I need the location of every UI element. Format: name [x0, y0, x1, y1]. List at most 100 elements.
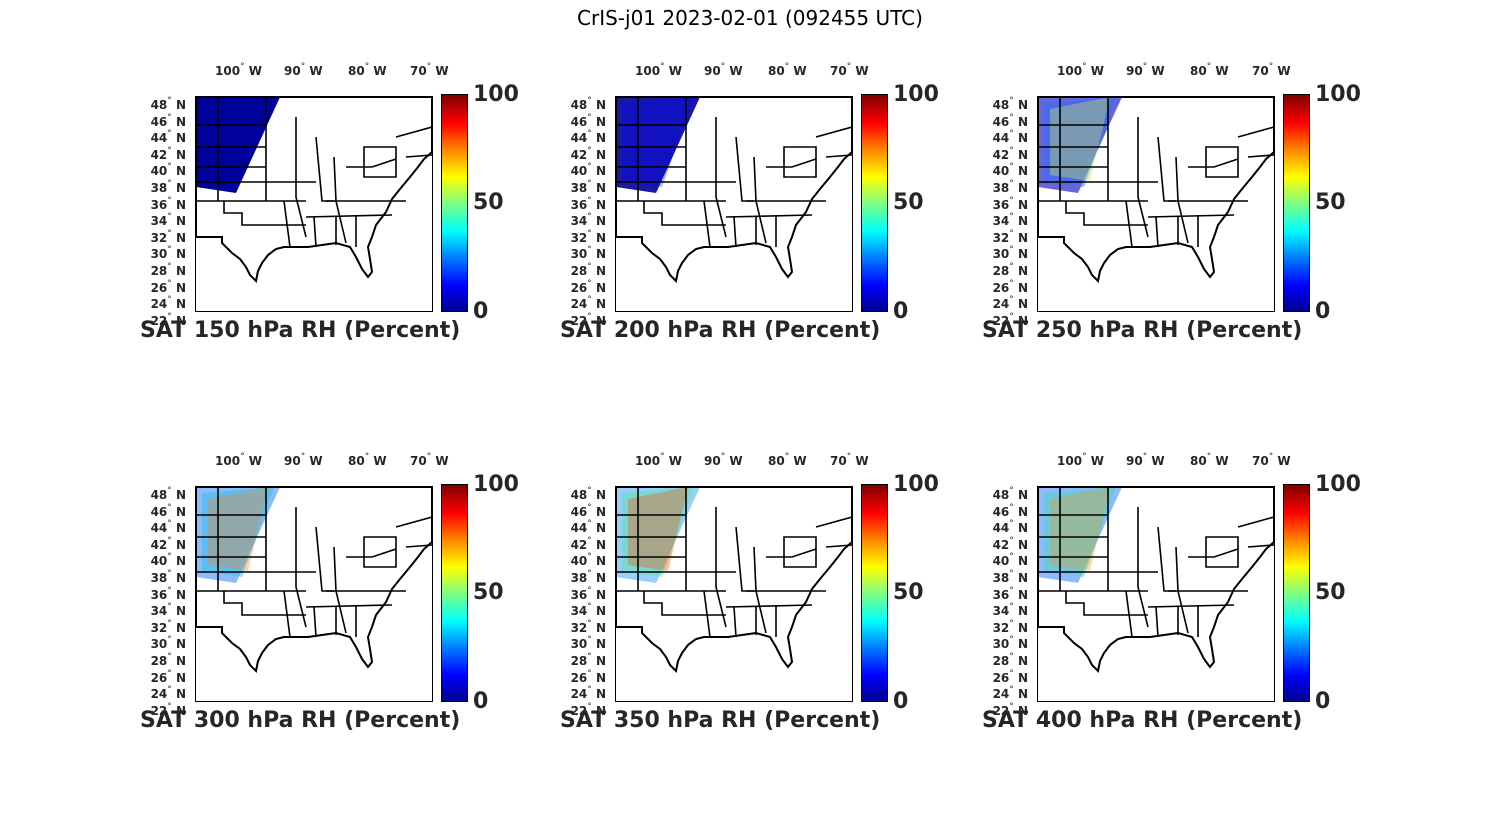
latitude-tick-label: 40° N: [992, 162, 1028, 179]
longitude-tick-label: 80° W: [348, 62, 387, 78]
colorbar-tick-label: 50: [1315, 580, 1346, 605]
latitude-tick-label: 22° N: [150, 311, 186, 328]
latitude-tick-label: 42° N: [150, 145, 186, 162]
latitude-tick-label: 46° N: [992, 502, 1028, 519]
us-map: [195, 96, 433, 312]
latitude-tick-label: 46° N: [992, 112, 1028, 129]
longitude-tick-label: 70° W: [1252, 62, 1291, 78]
latitude-tick-label: 30° N: [150, 245, 186, 262]
latitude-tick-label: 32° N: [150, 228, 186, 245]
latitude-tick-label: 34° N: [150, 602, 186, 619]
latitude-tick-label: 36° N: [150, 585, 186, 602]
us-map: [195, 486, 433, 702]
latitude-tick-label: 34° N: [992, 212, 1028, 229]
colorbar: [1283, 94, 1310, 312]
latitude-tick-label: 48° N: [992, 486, 1028, 502]
longitude-tick-label: 100° W: [1057, 452, 1104, 468]
map-panel: 100° W 90° W 80° W 70° W 48° N 46° N 44° N 42° …: [982, 62, 1382, 352]
colorbar-tick-label: 100: [1315, 82, 1361, 107]
latitude-tick-label: 40° N: [570, 552, 606, 569]
longitude-tick-label: 90° W: [704, 452, 743, 468]
longitude-tick-label: 90° W: [1126, 452, 1165, 468]
map-panel: 100° W 90° W 80° W 70° W 48° N 46° N 44° N 42° …: [560, 452, 960, 742]
colorbar-tick-label: 0: [1315, 689, 1331, 714]
latitude-tick-label: 42° N: [150, 535, 186, 552]
colorbar: [441, 94, 468, 312]
latitude-tick-label: 22° N: [992, 311, 1028, 328]
latitude-tick-label: 36° N: [992, 195, 1028, 212]
latitude-tick-label: 36° N: [992, 585, 1028, 602]
latitude-tick-label: 40° N: [150, 162, 186, 179]
latitude-tick-label: 40° N: [150, 552, 186, 569]
latitude-tick-label: 26° N: [570, 668, 606, 685]
latitude-tick-label: 28° N: [992, 652, 1028, 668]
longitude-tick-label: 70° W: [1252, 452, 1291, 468]
latitude-tick-label: 38° N: [150, 179, 186, 195]
latitude-tick-label: 28° N: [570, 652, 606, 668]
latitude-tick-label: 46° N: [150, 502, 186, 519]
longitude-tick-label: 70° W: [830, 62, 869, 78]
latitude-tick-label: 46° N: [570, 112, 606, 129]
colorbar-tick-label: 0: [473, 299, 489, 324]
latitude-tick-label: 22° N: [570, 311, 606, 328]
longitude-tick-label: 100° W: [635, 62, 682, 78]
us-map: [1037, 96, 1275, 312]
colorbar-tick-label: 0: [893, 299, 909, 324]
longitude-tick-label: 90° W: [284, 452, 323, 468]
longitude-tick-label: 80° W: [768, 62, 807, 78]
latitude-tick-label: 32° N: [992, 228, 1028, 245]
colorbar-tick-label: 50: [473, 190, 504, 215]
latitude-tick-label: 28° N: [150, 652, 186, 668]
latitude-tick-label: 32° N: [570, 618, 606, 635]
colorbar-tick-label: 50: [893, 190, 924, 215]
longitude-tick-label: 90° W: [1126, 62, 1165, 78]
latitude-tick-label: 36° N: [570, 195, 606, 212]
latitude-tick-label: 32° N: [150, 618, 186, 635]
latitude-tick-label: 48° N: [150, 96, 186, 112]
latitude-tick-label: 40° N: [570, 162, 606, 179]
latitude-tick-label: 26° N: [570, 278, 606, 295]
longitude-tick-label: 80° W: [348, 452, 387, 468]
latitude-tick-label: 34° N: [150, 212, 186, 229]
colorbar-tick-label: 50: [473, 580, 504, 605]
latitude-tick-label: 48° N: [570, 96, 606, 112]
latitude-tick-label: 24° N: [992, 685, 1028, 702]
colorbar: [441, 484, 468, 702]
map-panel: 100° W 90° W 80° W 70° W 48° N 46° N 44° N 42° …: [982, 452, 1382, 742]
latitude-tick-label: 26° N: [150, 668, 186, 685]
latitude-tick-label: 30° N: [150, 635, 186, 652]
latitude-tick-label: 46° N: [150, 112, 186, 129]
latitude-tick-label: 48° N: [150, 486, 186, 502]
latitude-tick-label: 42° N: [570, 145, 606, 162]
latitude-tick-label: 40° N: [992, 552, 1028, 569]
latitude-tick-label: 30° N: [570, 635, 606, 652]
map-panel: 100° W 90° W 80° W 70° W 48° N 46° N 44° N 42° …: [140, 452, 540, 742]
latitude-tick-label: 22° N: [992, 701, 1028, 718]
latitude-tick-label: 44° N: [992, 519, 1028, 536]
colorbar-tick-label: 50: [1315, 190, 1346, 215]
latitude-tick-label: 48° N: [570, 486, 606, 502]
latitude-tick-label: 26° N: [992, 278, 1028, 295]
colorbar: [861, 94, 888, 312]
longitude-tick-label: 100° W: [215, 62, 262, 78]
latitude-tick-label: 28° N: [992, 262, 1028, 278]
latitude-tick-label: 22° N: [150, 701, 186, 718]
latitude-tick-label: 22° N: [570, 701, 606, 718]
us-map: [1037, 486, 1275, 702]
map-panel: 100° W 90° W 80° W 70° W 48° N 46° N 44° N 42° …: [140, 62, 540, 352]
colorbar-tick-label: 100: [893, 472, 939, 497]
latitude-tick-label: 30° N: [992, 245, 1028, 262]
latitude-tick-label: 42° N: [992, 535, 1028, 552]
us-map: [615, 486, 853, 702]
longitude-tick-label: 70° W: [410, 452, 449, 468]
latitude-tick-label: 32° N: [570, 228, 606, 245]
longitude-tick-label: 70° W: [830, 452, 869, 468]
panel-caption: SAT 250 hPa RH (Percent): [982, 318, 1303, 343]
latitude-tick-label: 24° N: [150, 295, 186, 312]
latitude-tick-label: 42° N: [570, 535, 606, 552]
colorbar-tick-label: 0: [1315, 299, 1331, 324]
panel-caption: SAT 350 hPa RH (Percent): [560, 708, 881, 733]
longitude-tick-label: 90° W: [284, 62, 323, 78]
longitude-tick-label: 70° W: [410, 62, 449, 78]
panel-caption: SAT 200 hPa RH (Percent): [560, 318, 881, 343]
